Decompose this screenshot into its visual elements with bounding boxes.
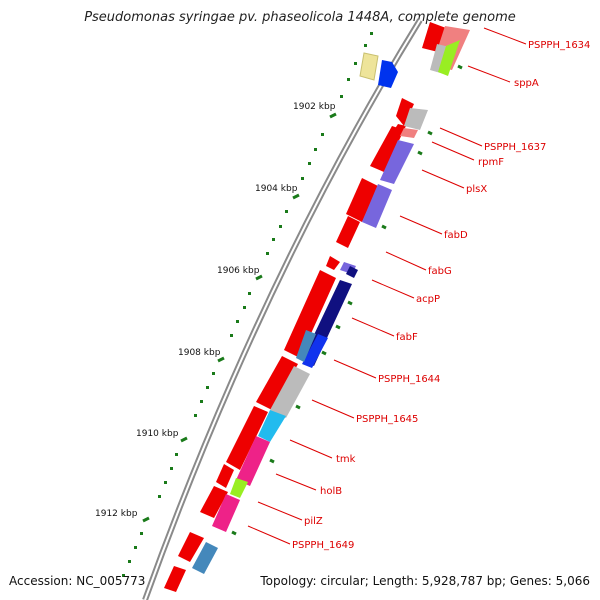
accession-text: Accession: NC_005773 (9, 574, 146, 588)
kbp-label-1912: 1912 kbp (95, 509, 138, 519)
kbp-label-1910: 1910 kbp (136, 429, 179, 439)
scale-dots (122, 32, 373, 577)
feature-steel-blue[interactable] (192, 542, 218, 574)
kbp-label-1906: 1906 kbp (217, 266, 260, 276)
feature-psppH1644[interactable] (296, 330, 316, 362)
feature-plsX[interactable] (380, 140, 414, 184)
gene-label-psppH1645[interactable]: PSPPH_1645 (356, 414, 418, 425)
feature-tmk[interactable] (258, 410, 286, 442)
gene-label-holB[interactable]: holB (320, 486, 342, 497)
feature-psppH1637[interactable] (404, 108, 428, 130)
feature-rpmF[interactable] (400, 128, 418, 138)
right-track-ticks (231, 64, 463, 536)
feature-acpP[interactable] (346, 266, 358, 278)
kbp-label-1908: 1908 kbp (178, 348, 221, 358)
feature-fabD[interactable] (362, 184, 392, 228)
gene-label-psppH1649[interactable]: PSPPH_1649 (292, 540, 354, 551)
label-leaders (247, 27, 527, 545)
major-ticks (142, 112, 337, 523)
gene-label-plsX[interactable]: plsX (466, 184, 487, 195)
feature-pale-yellow[interactable] (359, 52, 379, 81)
feature-blue-arrow[interactable] (378, 60, 398, 88)
gene-label-psppH1644[interactable]: PSPPH_1644 (378, 374, 440, 385)
feature-psppH1645[interactable] (270, 366, 310, 418)
gene-label-fabG[interactable]: fabG (428, 266, 452, 277)
gene-label-pilZ[interactable]: pilZ (304, 516, 323, 527)
red-genes-inner[interactable] (164, 22, 446, 592)
feature-fabF-blue[interactable] (302, 334, 328, 368)
gene-label-rpmF[interactable]: rpmF (478, 157, 504, 168)
kbp-label-1902: 1902 kbp (293, 102, 336, 112)
gene-label-psppH1637[interactable]: PSPPH_1637 (484, 142, 546, 153)
genome-title: Pseudomonas syringae pv. phaseolicola 14… (84, 10, 516, 25)
gene-label-tmk[interactable]: tmk (336, 454, 356, 465)
gene-label-psppH1634[interactable]: PSPPH_1634 (528, 40, 590, 51)
feature-pilZ[interactable] (230, 478, 248, 498)
backbone-arc (142, 18, 423, 600)
feature-sppA[interactable] (438, 40, 460, 76)
feature-holB[interactable] (236, 436, 270, 486)
gene-label-sppA[interactable]: sppA (514, 78, 539, 89)
topology-text: Topology: circular; Length: 5,928,787 bp… (260, 574, 590, 588)
gene-label-fabD[interactable]: fabD (444, 230, 468, 241)
kbp-label-1904: 1904 kbp (255, 184, 298, 194)
feature-psppH1649[interactable] (212, 494, 240, 532)
backbone-arc-center (144, 19, 421, 600)
gene-label-fabF[interactable]: fabF (396, 332, 418, 343)
gene-label-acpP[interactable]: acpP (416, 294, 440, 305)
